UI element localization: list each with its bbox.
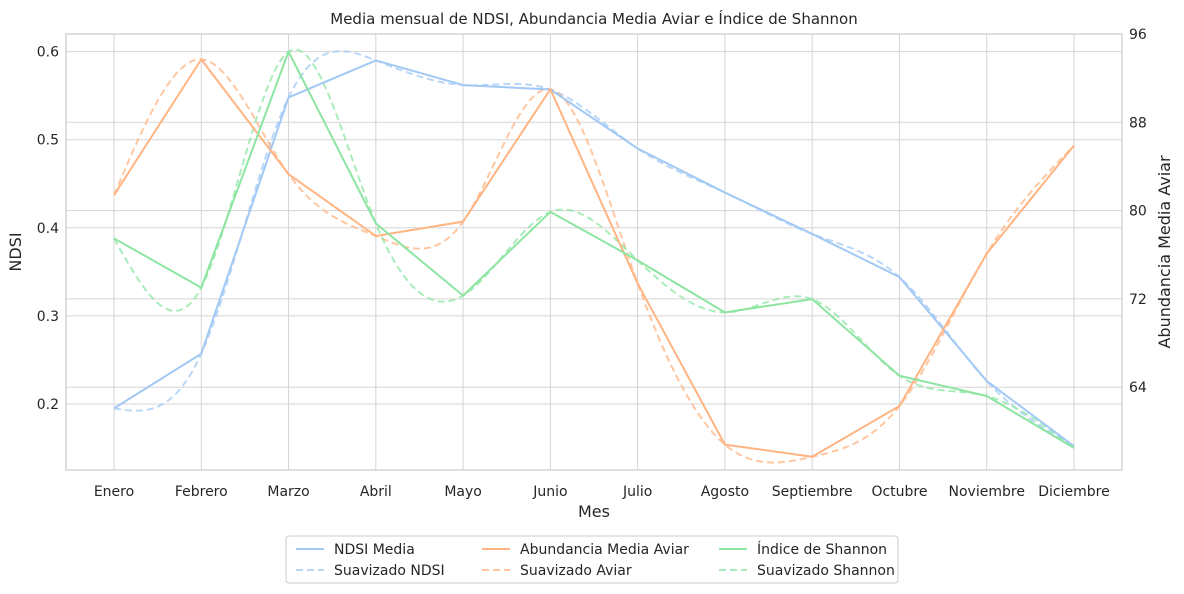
y-right-tick-label: 96 — [1129, 27, 1147, 43]
x-ticks: Enero Febrero Marzo Abril Mayo Junio Julio Agos… — [94, 484, 1110, 500]
x-tick-label: Marzo — [267, 484, 309, 500]
series-line-abundancia-media-aviar — [113, 58, 1075, 458]
series-line-suavizado-shannon — [113, 48, 1075, 449]
y-tick-label: 0.2 — [37, 397, 59, 413]
x-tick-label: Abril — [360, 484, 392, 500]
y-tick-label: 0.3 — [37, 309, 59, 325]
legend-label: Suavizado Shannon — [757, 563, 895, 579]
series-line-ndsi-media — [113, 59, 1075, 448]
x-tick-label: Septiembre — [772, 484, 853, 500]
y-ticks-right: 64 72 80 88 96 — [1129, 27, 1147, 396]
legend: NDSI Media Suavizado NDSI Abundancia Media… — [285, 535, 899, 584]
legend-label: NDSI Media — [334, 542, 415, 558]
x-tick-label: Noviembre — [949, 484, 1025, 500]
y-tick-label: 0.6 — [37, 45, 59, 61]
legend-label: Suavizado Aviar — [520, 563, 632, 579]
y-tick-label: 0.4 — [37, 221, 59, 237]
x-tick-label: Diciembre — [1038, 484, 1109, 500]
grid — [66, 33, 1122, 470]
legend-label: Suavizado NDSI — [334, 563, 445, 579]
y-ticks-left: 0.2 0.3 0.4 0.5 0.6 — [37, 45, 59, 413]
y-right-tick-label: 80 — [1129, 204, 1147, 220]
y-axis-title-right: Abundancia Media Aviar — [1155, 155, 1174, 348]
series-line-suavizado-ndsi — [113, 50, 1075, 448]
legend-label: Índice de Shannon — [757, 541, 887, 558]
x-tick-label: Mayo — [444, 484, 482, 500]
y-right-tick-label: 88 — [1129, 115, 1147, 131]
y-right-tick-label: 72 — [1129, 292, 1147, 308]
legend-box — [285, 535, 899, 584]
series-group — [113, 48, 1075, 464]
x-tick-label: Febrero — [175, 484, 228, 500]
x-tick-label: Junio — [532, 484, 567, 500]
legend-label: Abundancia Media Aviar — [520, 542, 689, 558]
y-axis-title-left: NDSI — [6, 232, 25, 271]
series-line-indice-de-shannon — [113, 50, 1075, 449]
x-axis-title: Mes — [578, 502, 610, 521]
series-line-suavizado-aviar — [113, 58, 1075, 464]
x-tick-label: Julio — [622, 484, 652, 500]
x-tick-label: Enero — [94, 484, 134, 500]
y-tick-label: 0.5 — [37, 133, 59, 149]
y-right-tick-label: 64 — [1129, 380, 1147, 396]
chart-title: Media mensual de NDSI, Abundancia Media … — [330, 9, 857, 28]
x-tick-label: Agosto — [701, 484, 749, 500]
x-tick-label: Octubre — [871, 484, 927, 500]
plot-frame — [65, 33, 1123, 471]
